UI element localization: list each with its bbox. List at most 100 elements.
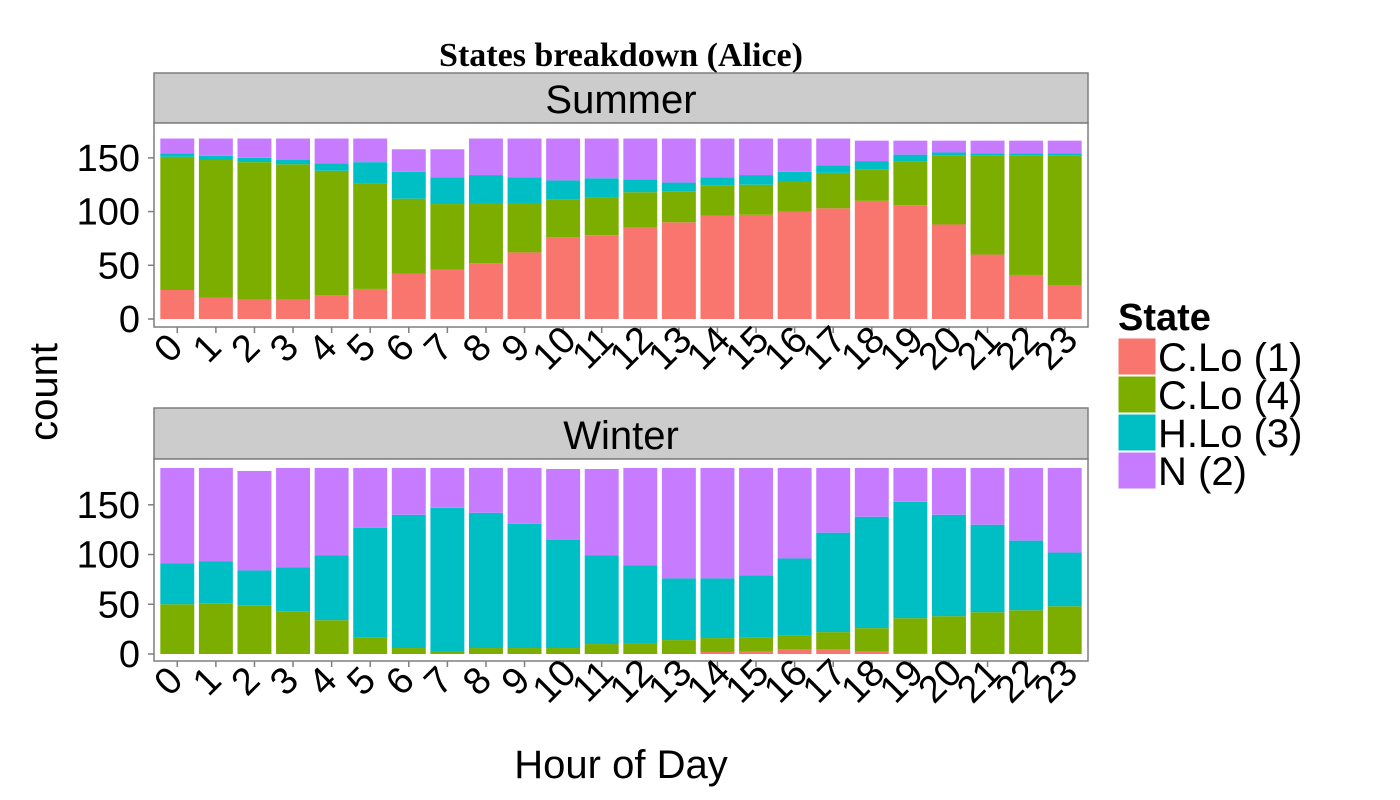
x-tick-label: 1 <box>185 326 230 371</box>
bar-summer-n2-16 <box>777 138 812 172</box>
bar-summer-n2-20 <box>931 140 966 153</box>
bar-winter-c4-13 <box>661 640 696 654</box>
bar-summer-c4-13 <box>661 191 696 223</box>
bar-summer-c1-5 <box>353 288 388 319</box>
bar-winter-c1-15 <box>739 651 774 654</box>
bar-summer-n2-1 <box>198 138 233 156</box>
x-tick-label: 3 <box>262 659 307 704</box>
bar-winter-h3-19 <box>893 501 928 619</box>
bar-winter-h3-2 <box>237 570 272 606</box>
bar-summer-c1-16 <box>777 211 812 319</box>
y-tick-label: 0 <box>119 634 140 676</box>
bar-summer-c4-18 <box>854 169 889 201</box>
bar-winter-n2-22 <box>1009 467 1044 541</box>
bar-summer-n2-22 <box>1009 140 1044 154</box>
bar-summer-n2-8 <box>468 138 503 176</box>
y-tick-label: 50 <box>98 245 140 287</box>
bar-winter-h3-3 <box>276 567 311 612</box>
bar-summer-c4-20 <box>931 155 966 225</box>
legend: State C.Lo (1)C.Lo (4)H.Lo (3)N (2) <box>1117 297 1303 494</box>
bar-winter-h3-21 <box>970 524 1005 613</box>
x-tick-label: 3 <box>262 326 307 371</box>
bar-summer-n2-12 <box>623 138 658 180</box>
x-tick-label: 0 <box>146 659 191 704</box>
bar-summer-c4-12 <box>623 192 658 228</box>
y-tick-label: 150 <box>77 485 140 527</box>
bar-summer-c1-2 <box>237 299 272 319</box>
bar-winter-h3-16 <box>777 558 812 636</box>
bar-winter-c4-15 <box>739 637 774 652</box>
bar-summer-n2-10 <box>546 138 581 181</box>
bar-winter-c1-16 <box>777 649 812 654</box>
bar-summer-h3-6 <box>391 171 426 199</box>
bar-winter-h3-6 <box>391 514 426 649</box>
bar-winter-c4-1 <box>198 603 233 654</box>
x-axis-title: Hour of Day <box>514 743 727 787</box>
bar-summer-n2-19 <box>893 140 928 155</box>
bar-summer-c1-6 <box>391 273 426 319</box>
bar-summer-h3-20 <box>931 152 966 156</box>
bar-summer-c1-15 <box>739 214 774 319</box>
bar-summer-c4-9 <box>507 202 542 253</box>
bar-summer-c4-19 <box>893 161 928 206</box>
bar-winter-h3-13 <box>661 578 696 641</box>
bar-winter-h3-8 <box>468 512 503 649</box>
bar-summer-c1-23 <box>1047 285 1082 319</box>
bar-summer-c1-4 <box>314 295 349 319</box>
bar-winter-c4-23 <box>1047 606 1082 654</box>
bar-winter-n2-1 <box>198 467 233 562</box>
bar-winter-c4-2 <box>237 605 272 654</box>
bar-winter-c4-4 <box>314 620 349 654</box>
bar-winter-h3-15 <box>739 575 774 638</box>
bar-summer-c4-8 <box>468 202 503 264</box>
bar-summer-n2-4 <box>314 138 349 164</box>
bar-winter-c4-8 <box>468 648 503 654</box>
bar-winter-n2-20 <box>931 467 966 515</box>
bar-summer-h3-19 <box>893 154 928 162</box>
bar-summer-n2-7 <box>430 149 465 178</box>
bar-summer-c4-23 <box>1047 155 1082 286</box>
bar-summer-c1-22 <box>1009 274 1044 319</box>
bar-summer-h3-22 <box>1009 153 1044 156</box>
chart-title: States breakdown (Alice) <box>439 37 803 74</box>
legend-label: H.Lo (3) <box>1158 412 1303 456</box>
bar-summer-h3-13 <box>661 182 696 192</box>
bar-winter-c4-14 <box>700 638 735 653</box>
bar-winter-c4-5 <box>353 637 388 654</box>
x-tick-label: 4 <box>301 326 346 371</box>
legend-swatch-n2 <box>1117 451 1157 490</box>
bar-summer-c1-12 <box>623 227 658 319</box>
bar-winter-h3-9 <box>507 523 542 649</box>
bar-summer-c1-14 <box>700 215 735 319</box>
bar-summer-h3-10 <box>546 180 581 200</box>
bar-winter-c4-10 <box>546 648 581 654</box>
bar-summer-h3-8 <box>468 175 503 203</box>
bar-winter-c4-16 <box>777 635 812 650</box>
bar-winter-h3-7 <box>430 507 465 652</box>
x-tick-label: 8 <box>455 659 500 704</box>
bar-winter-c4-7 <box>430 651 465 654</box>
legend-swatch-c4 <box>1117 375 1157 414</box>
bar-winter-n2-12 <box>623 467 658 566</box>
y-tick-label: 0 <box>119 299 140 341</box>
legend-swatch-h3 <box>1117 413 1157 452</box>
bar-summer-c1-21 <box>970 254 1005 319</box>
bar-winter-n2-21 <box>970 467 1005 525</box>
bar-winter-n2-23 <box>1047 467 1082 553</box>
bar-summer-h3-2 <box>237 157 272 163</box>
bar-summer-h3-17 <box>816 165 851 173</box>
x-tick-label: 2 <box>224 659 269 704</box>
bar-winter-n2-18 <box>854 467 889 517</box>
y-axis-title: count <box>22 343 66 441</box>
bar-winter-c4-11 <box>584 644 619 654</box>
strip-winter <box>153 407 1089 460</box>
bar-winter-n2-7 <box>430 467 465 508</box>
bar-winter-c4-18 <box>854 628 889 652</box>
bar-winter-h3-4 <box>314 555 349 621</box>
bar-summer-h3-23 <box>1047 153 1082 156</box>
strip-summer <box>153 72 1089 124</box>
bar-winter-n2-19 <box>893 467 928 502</box>
bar-summer-n2-14 <box>700 138 735 178</box>
x-tick-label: 2 <box>224 326 269 371</box>
